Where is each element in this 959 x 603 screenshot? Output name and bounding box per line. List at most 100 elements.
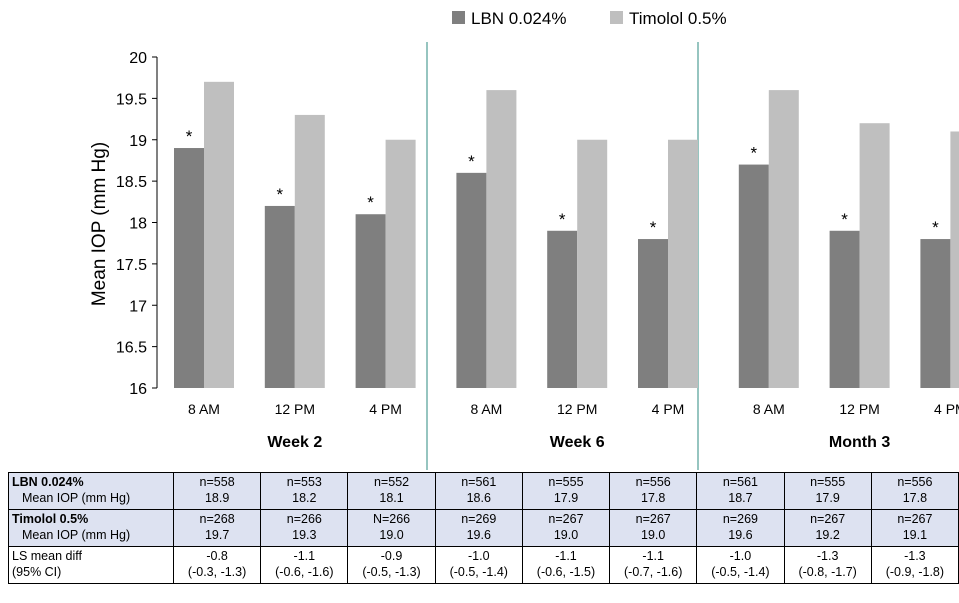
cell-primary: n=556 bbox=[897, 475, 933, 489]
y-tick-label: 20 bbox=[129, 50, 147, 67]
significance-marker: * bbox=[932, 218, 939, 237]
x-tick-label: 8 AM bbox=[753, 401, 785, 417]
bar-lbn bbox=[738, 164, 769, 388]
bar-chart: LBN 0.024% Timolol 0.5% 16 16.5 17 17.5 18 18.… bbox=[89, 9, 959, 470]
table-cell: n=267 19.0 bbox=[609, 509, 698, 547]
table-cell: n=555 17.9 bbox=[783, 472, 872, 510]
cell-primary: n=556 bbox=[635, 475, 671, 489]
table-cell: N=266 19.0 bbox=[347, 509, 436, 547]
cell-primary: n=552 bbox=[373, 475, 410, 489]
table-cell: -1.0 (-0.5, -1.4) bbox=[696, 546, 785, 584]
cell-primary: n=267 bbox=[810, 512, 846, 526]
bar-timolol bbox=[294, 114, 325, 389]
x-axis-tick-labels: 8 AM 12 PM 4 PM 8 AM 12 PM 4 PM 8 AM 12 PM 4 PM bbox=[188, 401, 959, 417]
cell-primary: -0.9 bbox=[380, 549, 403, 563]
cell-primary: n=553 bbox=[286, 475, 322, 489]
table-cell: n=267 19.1 bbox=[870, 509, 959, 547]
cell-secondary: (-0.5, -1.4) bbox=[711, 565, 770, 579]
row-header: Timolol 0.5% Mean IOP (mm Hg) bbox=[8, 509, 174, 547]
bar-timolol bbox=[859, 123, 890, 388]
table-cell: -1.1 (-0.7, -1.6) bbox=[609, 546, 698, 584]
bar-timolol bbox=[668, 139, 698, 388]
chart-legend: LBN 0.024% Timolol 0.5% bbox=[452, 9, 727, 28]
y-axis: 16 16.5 17 17.5 18 18.5 19 19.5 20 bbox=[116, 50, 158, 398]
cell-primary: -1.3 bbox=[904, 549, 926, 563]
cell-secondary: 19.0 bbox=[553, 528, 579, 542]
row-subtitle: (95% CI) bbox=[12, 565, 62, 579]
cell-secondary: 19.1 bbox=[902, 528, 928, 542]
cell-primary: -1.0 bbox=[467, 549, 490, 563]
significance-marker: * bbox=[186, 127, 193, 146]
table-row: LBN 0.024% Mean IOP (mm Hg) n=558 18.9 n=553… bbox=[8, 472, 959, 510]
cell-secondary: (-0.9, -1.8) bbox=[885, 565, 945, 579]
cell-secondary: 17.8 bbox=[902, 491, 928, 505]
bar-timolol bbox=[768, 90, 799, 388]
cell-primary: -1.1 bbox=[642, 549, 664, 563]
bar-lbn bbox=[920, 239, 951, 388]
cell-secondary: 18.9 bbox=[204, 491, 230, 505]
table-cell: n=553 18.2 bbox=[260, 472, 349, 510]
y-tick-label: 17 bbox=[129, 298, 147, 315]
cell-secondary: 19.0 bbox=[641, 528, 666, 542]
x-tick-label: 4 PM bbox=[934, 401, 959, 417]
cell-primary: n=558 bbox=[199, 475, 235, 489]
bar-lbn bbox=[355, 214, 386, 388]
row-title: LS mean diff bbox=[12, 549, 82, 563]
legend-swatch bbox=[452, 11, 465, 24]
cell-primary: -0.8 bbox=[206, 549, 228, 563]
table-cell: n=556 17.8 bbox=[870, 472, 959, 510]
legend-label: Timolol 0.5% bbox=[629, 9, 727, 28]
x-tick-label: 4 PM bbox=[652, 401, 685, 417]
bar-lbn bbox=[547, 230, 578, 388]
y-tick-label: 16.5 bbox=[116, 340, 147, 357]
cell-secondary: (-0.8, -1.7) bbox=[798, 565, 857, 579]
significance-marker: * bbox=[468, 152, 475, 171]
cell-primary: n=269 bbox=[722, 512, 758, 526]
bar-timolol bbox=[950, 131, 959, 388]
cell-secondary: 17.8 bbox=[641, 491, 666, 505]
bar-timolol bbox=[486, 90, 517, 388]
cell-secondary: 19.6 bbox=[466, 528, 491, 542]
x-tick-label: 8 AM bbox=[470, 401, 502, 417]
cell-secondary: (-0.6, -1.6) bbox=[275, 565, 334, 579]
cell-primary: N=266 bbox=[372, 512, 411, 526]
cell-primary: n=555 bbox=[810, 475, 846, 489]
bar-lbn bbox=[638, 239, 668, 388]
cell-secondary: 17.9 bbox=[815, 491, 840, 505]
row-header: LBN 0.024% Mean IOP (mm Hg) bbox=[8, 472, 174, 510]
table-row: Timolol 0.5% Mean IOP (mm Hg) n=268 19.7 n=2… bbox=[8, 509, 959, 547]
cell-secondary: (-0.5, -1.3) bbox=[362, 565, 421, 579]
x-tick-label: 12 PM bbox=[275, 401, 315, 417]
bar-timolol bbox=[204, 81, 234, 388]
table-row: LS mean diff (95% CI) -0.8 (-0.3, -1.3) -1.1… bbox=[8, 546, 959, 584]
cell-secondary: 18.6 bbox=[466, 491, 491, 505]
table-cell: n=556 17.8 bbox=[609, 472, 698, 510]
table-cell: n=269 19.6 bbox=[434, 509, 523, 547]
x-tick-label: 4 PM bbox=[369, 401, 402, 417]
significance-marker: * bbox=[841, 210, 848, 229]
y-tick-label: 18 bbox=[129, 216, 147, 233]
cell-primary: -1.1 bbox=[555, 549, 577, 563]
cell-secondary: (-0.6, -1.5) bbox=[536, 565, 596, 579]
group-label: Week 6 bbox=[550, 434, 605, 451]
table-cell: n=266 19.3 bbox=[260, 509, 349, 547]
table-cell: n=269 19.6 bbox=[696, 509, 785, 547]
significance-marker: * bbox=[559, 210, 566, 229]
cell-secondary: 19.3 bbox=[292, 528, 317, 542]
group-label: Week 2 bbox=[267, 434, 322, 451]
y-tick-label: 18.5 bbox=[116, 174, 147, 191]
cell-primary: n=561 bbox=[722, 475, 758, 489]
table-cell: n=561 18.6 bbox=[434, 472, 523, 510]
bar-timolol bbox=[577, 139, 608, 388]
cell-primary: n=267 bbox=[897, 512, 933, 526]
x-tick-label: 12 PM bbox=[557, 401, 597, 417]
cell-secondary: 18.2 bbox=[292, 491, 317, 505]
bars: * * * * * * * * * bbox=[174, 81, 959, 389]
cell-primary: n=561 bbox=[461, 475, 497, 489]
x-tick-label: 8 AM bbox=[188, 401, 220, 417]
significance-marker: * bbox=[276, 185, 283, 204]
cell-secondary: 19.6 bbox=[728, 528, 753, 542]
y-tick-label: 17.5 bbox=[116, 257, 147, 274]
row-title: LBN 0.024% bbox=[12, 475, 84, 489]
row-subtitle: Mean IOP (mm Hg) bbox=[22, 491, 131, 505]
